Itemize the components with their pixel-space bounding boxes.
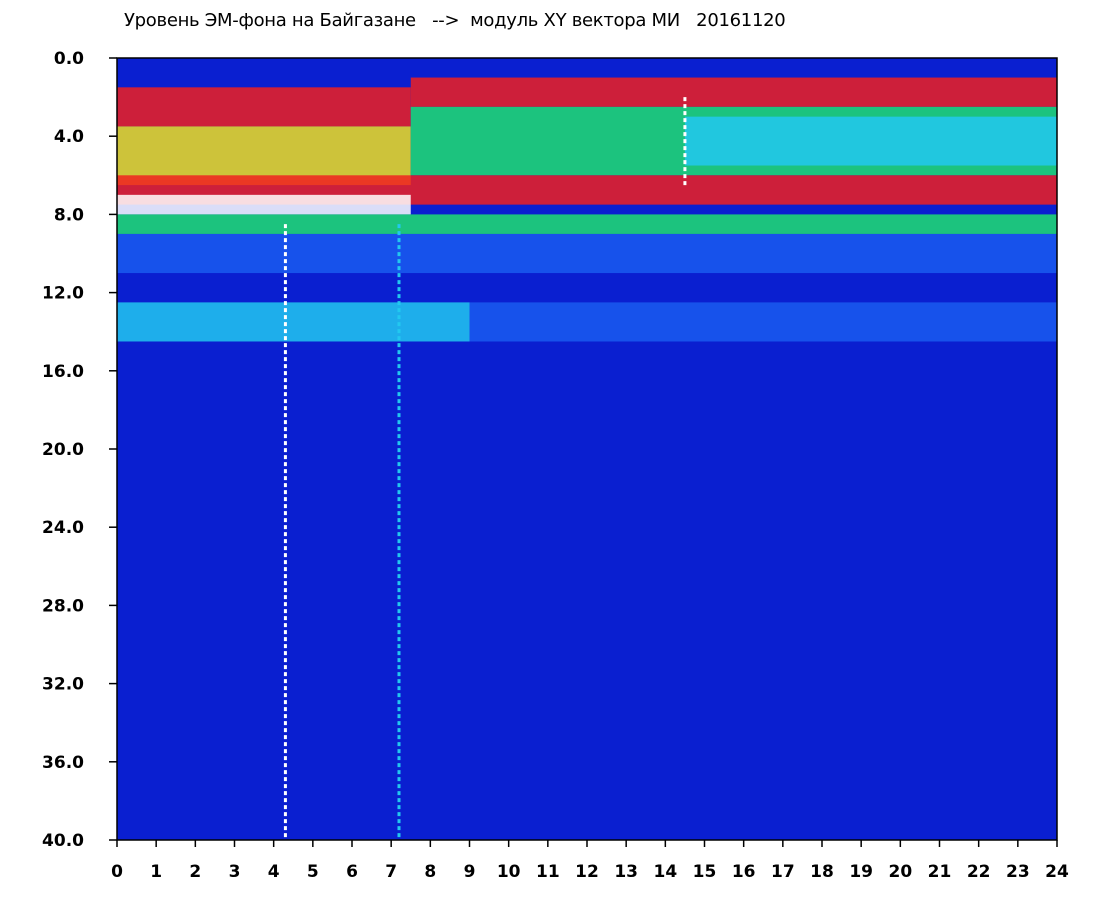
x-tick-label: 18 bbox=[810, 862, 834, 882]
y-tick-label: 40.0 bbox=[42, 831, 84, 851]
x-tick-label: 10 bbox=[497, 862, 521, 882]
x-tick-label: 21 bbox=[928, 862, 952, 882]
heat-band bbox=[684, 116, 1057, 166]
y-tick-label: 16.0 bbox=[42, 362, 84, 382]
heat-band bbox=[469, 302, 1057, 342]
heat-band bbox=[117, 214, 1057, 234]
x-tick-label: 16 bbox=[732, 862, 756, 882]
x-tick-label: 22 bbox=[967, 862, 991, 882]
y-tick-label: 28.0 bbox=[42, 596, 84, 616]
x-tick-label: 24 bbox=[1045, 862, 1069, 882]
y-tick-label: 36.0 bbox=[42, 753, 84, 773]
y-tick-label: 12.0 bbox=[42, 284, 84, 304]
y-tick-label: 20.0 bbox=[42, 440, 84, 460]
x-tick-label: 6 bbox=[346, 862, 358, 882]
x-tick-label: 11 bbox=[536, 862, 560, 882]
heat-band bbox=[117, 233, 1057, 274]
x-tick-label: 14 bbox=[653, 862, 677, 882]
y-tick-label: 24.0 bbox=[42, 518, 84, 538]
y-axis: 0.0 4.0 8.0 12.0 16.0 20.0 24.0 28.0 32.0 36.0 40.… bbox=[42, 49, 117, 851]
x-tick-label: 5 bbox=[307, 862, 319, 882]
y-tick-label: 8.0 bbox=[54, 205, 84, 225]
x-tick-label: 12 bbox=[575, 862, 599, 882]
x-tick-label: 19 bbox=[849, 862, 873, 882]
x-tick-label: 17 bbox=[771, 862, 795, 882]
heat-band bbox=[117, 87, 411, 127]
x-tick-label: 23 bbox=[1006, 862, 1030, 882]
y-tick-label: 32.0 bbox=[42, 675, 84, 695]
y-tick-label: 4.0 bbox=[54, 127, 84, 147]
x-tick-label: 2 bbox=[189, 862, 201, 882]
x-tick-label: 1 bbox=[150, 862, 162, 882]
x-tick-label: 7 bbox=[385, 862, 397, 882]
x-tick-label: 13 bbox=[614, 862, 638, 882]
x-tick-label: 3 bbox=[229, 862, 241, 882]
x-tick-label: 15 bbox=[693, 862, 717, 882]
x-tick-label: 4 bbox=[268, 862, 280, 882]
heat-band bbox=[410, 77, 1057, 107]
heat-band bbox=[117, 194, 411, 215]
x-tick-label: 8 bbox=[424, 862, 436, 882]
heat-band bbox=[117, 302, 470, 342]
x-tick-label: 20 bbox=[888, 862, 912, 882]
x-tick-label: 9 bbox=[464, 862, 476, 882]
chart-title: Уровень ЭМ-фона на Байгазане --> модуль … bbox=[124, 10, 786, 31]
y-tick-label: 0.0 bbox=[54, 49, 84, 69]
x-tick-label: 0 bbox=[111, 862, 123, 882]
plot-area bbox=[116, 57, 1058, 841]
x-axis: 0 1 2 3 4 5 6 7 8 9 10 11 12 13 14 15 16 17 18 19 20 21 22 23 24 bbox=[111, 840, 1069, 882]
